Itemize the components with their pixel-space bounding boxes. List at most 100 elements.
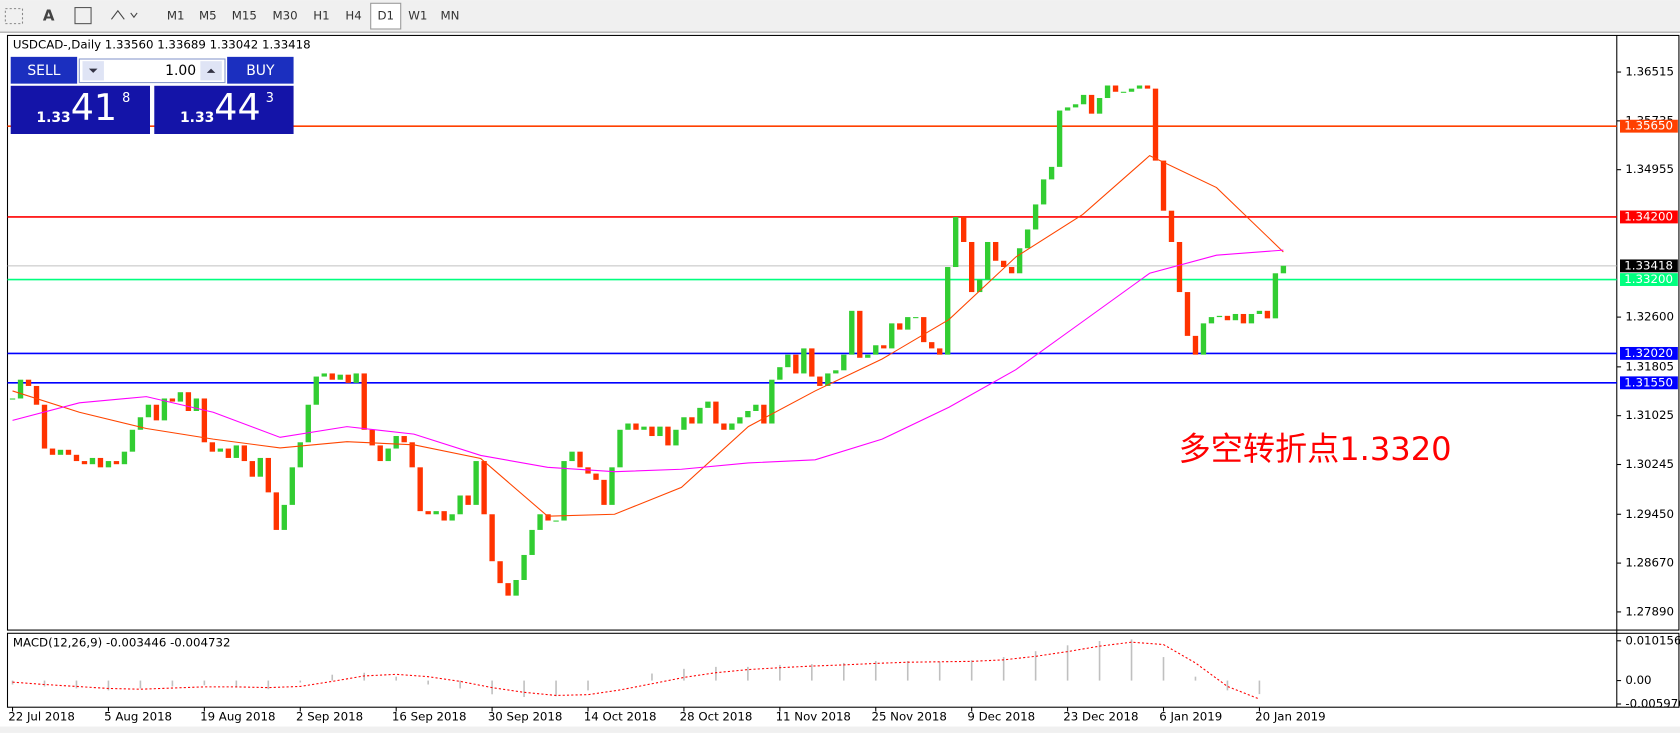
candle	[1256, 310, 1263, 314]
price-big[interactable]: 41	[71, 86, 117, 129]
level-line-box	[1620, 210, 1678, 224]
candle	[249, 461, 255, 477]
sell_price-box[interactable]	[10, 85, 151, 134]
timeframe-button[interactable]: W1	[408, 9, 427, 23]
timeframe-button[interactable]: M1	[167, 9, 185, 23]
candle	[673, 429, 679, 446]
candle	[241, 445, 248, 462]
candle	[961, 216, 967, 242]
price-small[interactable]: 1.33	[36, 110, 70, 126]
y-tick-label: 1.28670	[1625, 556, 1674, 570]
candle	[265, 457, 271, 493]
candle	[9, 398, 16, 400]
candle	[1168, 210, 1175, 242]
x-tick-label: 19 Aug 2018	[200, 709, 275, 723]
tool-icon[interactable]	[4, 8, 24, 25]
candle	[177, 392, 184, 402]
sell-label[interactable]: SELL	[27, 63, 60, 79]
candle	[649, 426, 655, 437]
candle	[1072, 104, 1079, 108]
candle	[217, 448, 224, 452]
candle	[25, 379, 32, 386]
candle	[465, 495, 471, 505]
candle	[41, 404, 48, 449]
candle	[1216, 315, 1223, 318]
y-tick-label: 1.30245	[1625, 457, 1674, 471]
candle	[49, 448, 56, 455]
candle	[361, 373, 367, 430]
tool-text[interactable]: A	[43, 7, 55, 25]
candle	[857, 310, 863, 358]
price-small[interactable]: 1.33	[180, 110, 214, 126]
candle	[425, 511, 431, 515]
candle	[921, 317, 927, 343]
candle	[769, 379, 775, 424]
x-tick-label: 14 Oct 2018	[584, 709, 657, 723]
candle	[345, 374, 351, 383]
timeframe-button[interactable]: M30	[272, 9, 297, 23]
x-tick-label: 5 Aug 2018	[104, 709, 172, 723]
candle	[505, 583, 511, 596]
timeframe-button[interactable]: H4	[345, 9, 361, 23]
candle	[897, 323, 903, 330]
candle	[137, 417, 144, 430]
sell-button[interactable]	[10, 56, 78, 84]
candle	[449, 514, 455, 521]
candle	[1040, 179, 1047, 205]
candle	[481, 461, 487, 515]
candle	[689, 417, 695, 424]
candle	[297, 442, 303, 468]
price-pip[interactable]: 3	[266, 91, 274, 106]
tool-icon[interactable]	[74, 7, 92, 25]
lot-box[interactable]	[78, 58, 226, 84]
timeframe-button[interactable]: M15	[232, 9, 257, 23]
candle	[193, 398, 200, 411]
candle	[185, 392, 192, 411]
timeframe-button[interactable]: M5	[199, 9, 217, 23]
candle	[305, 404, 311, 443]
timeframe-active[interactable]	[370, 2, 402, 30]
candle	[329, 373, 335, 380]
candle	[473, 461, 479, 505]
candle	[577, 451, 583, 468]
candle	[233, 445, 240, 458]
candle	[729, 423, 735, 430]
level-line-label: 1.35650	[1624, 119, 1673, 133]
candle	[161, 398, 168, 421]
candle	[833, 370, 839, 374]
timeframe-button[interactable]: D1	[377, 9, 394, 23]
y-tick-label: 1.29450	[1625, 507, 1674, 521]
candle	[1136, 85, 1143, 89]
candle	[992, 241, 999, 261]
buy_price-box[interactable]	[154, 85, 294, 134]
candle	[281, 504, 287, 530]
candle	[785, 354, 791, 368]
candle	[201, 398, 208, 443]
candle	[65, 449, 72, 455]
timeframe-button[interactable]: MN	[441, 9, 460, 23]
x-tick-label: 2 Sep 2018	[296, 709, 363, 723]
candle	[929, 342, 935, 349]
candle	[801, 348, 807, 374]
candle	[681, 417, 687, 430]
candle	[1008, 267, 1015, 274]
x-tick-label: 20 Jan 2019	[1255, 709, 1326, 723]
candle	[641, 426, 647, 430]
price-big[interactable]: 44	[214, 86, 260, 129]
level-line-label: 1.33200	[1624, 272, 1673, 286]
price-pip[interactable]: 8	[122, 91, 130, 106]
candle	[817, 376, 823, 386]
candle	[609, 467, 615, 505]
tool-icon[interactable]	[110, 9, 138, 20]
candle	[601, 479, 607, 505]
timeframe-button[interactable]: H1	[313, 9, 329, 23]
buy-label[interactable]: BUY	[246, 63, 275, 79]
candle	[337, 374, 343, 380]
candle	[225, 448, 232, 458]
candle	[1000, 260, 1007, 268]
lot-value[interactable]: 1.00	[165, 63, 196, 79]
candle	[57, 449, 64, 455]
candle	[377, 445, 383, 462]
buy-button[interactable]	[227, 56, 294, 84]
x-tick-label: 16 Sep 2018	[392, 709, 467, 723]
